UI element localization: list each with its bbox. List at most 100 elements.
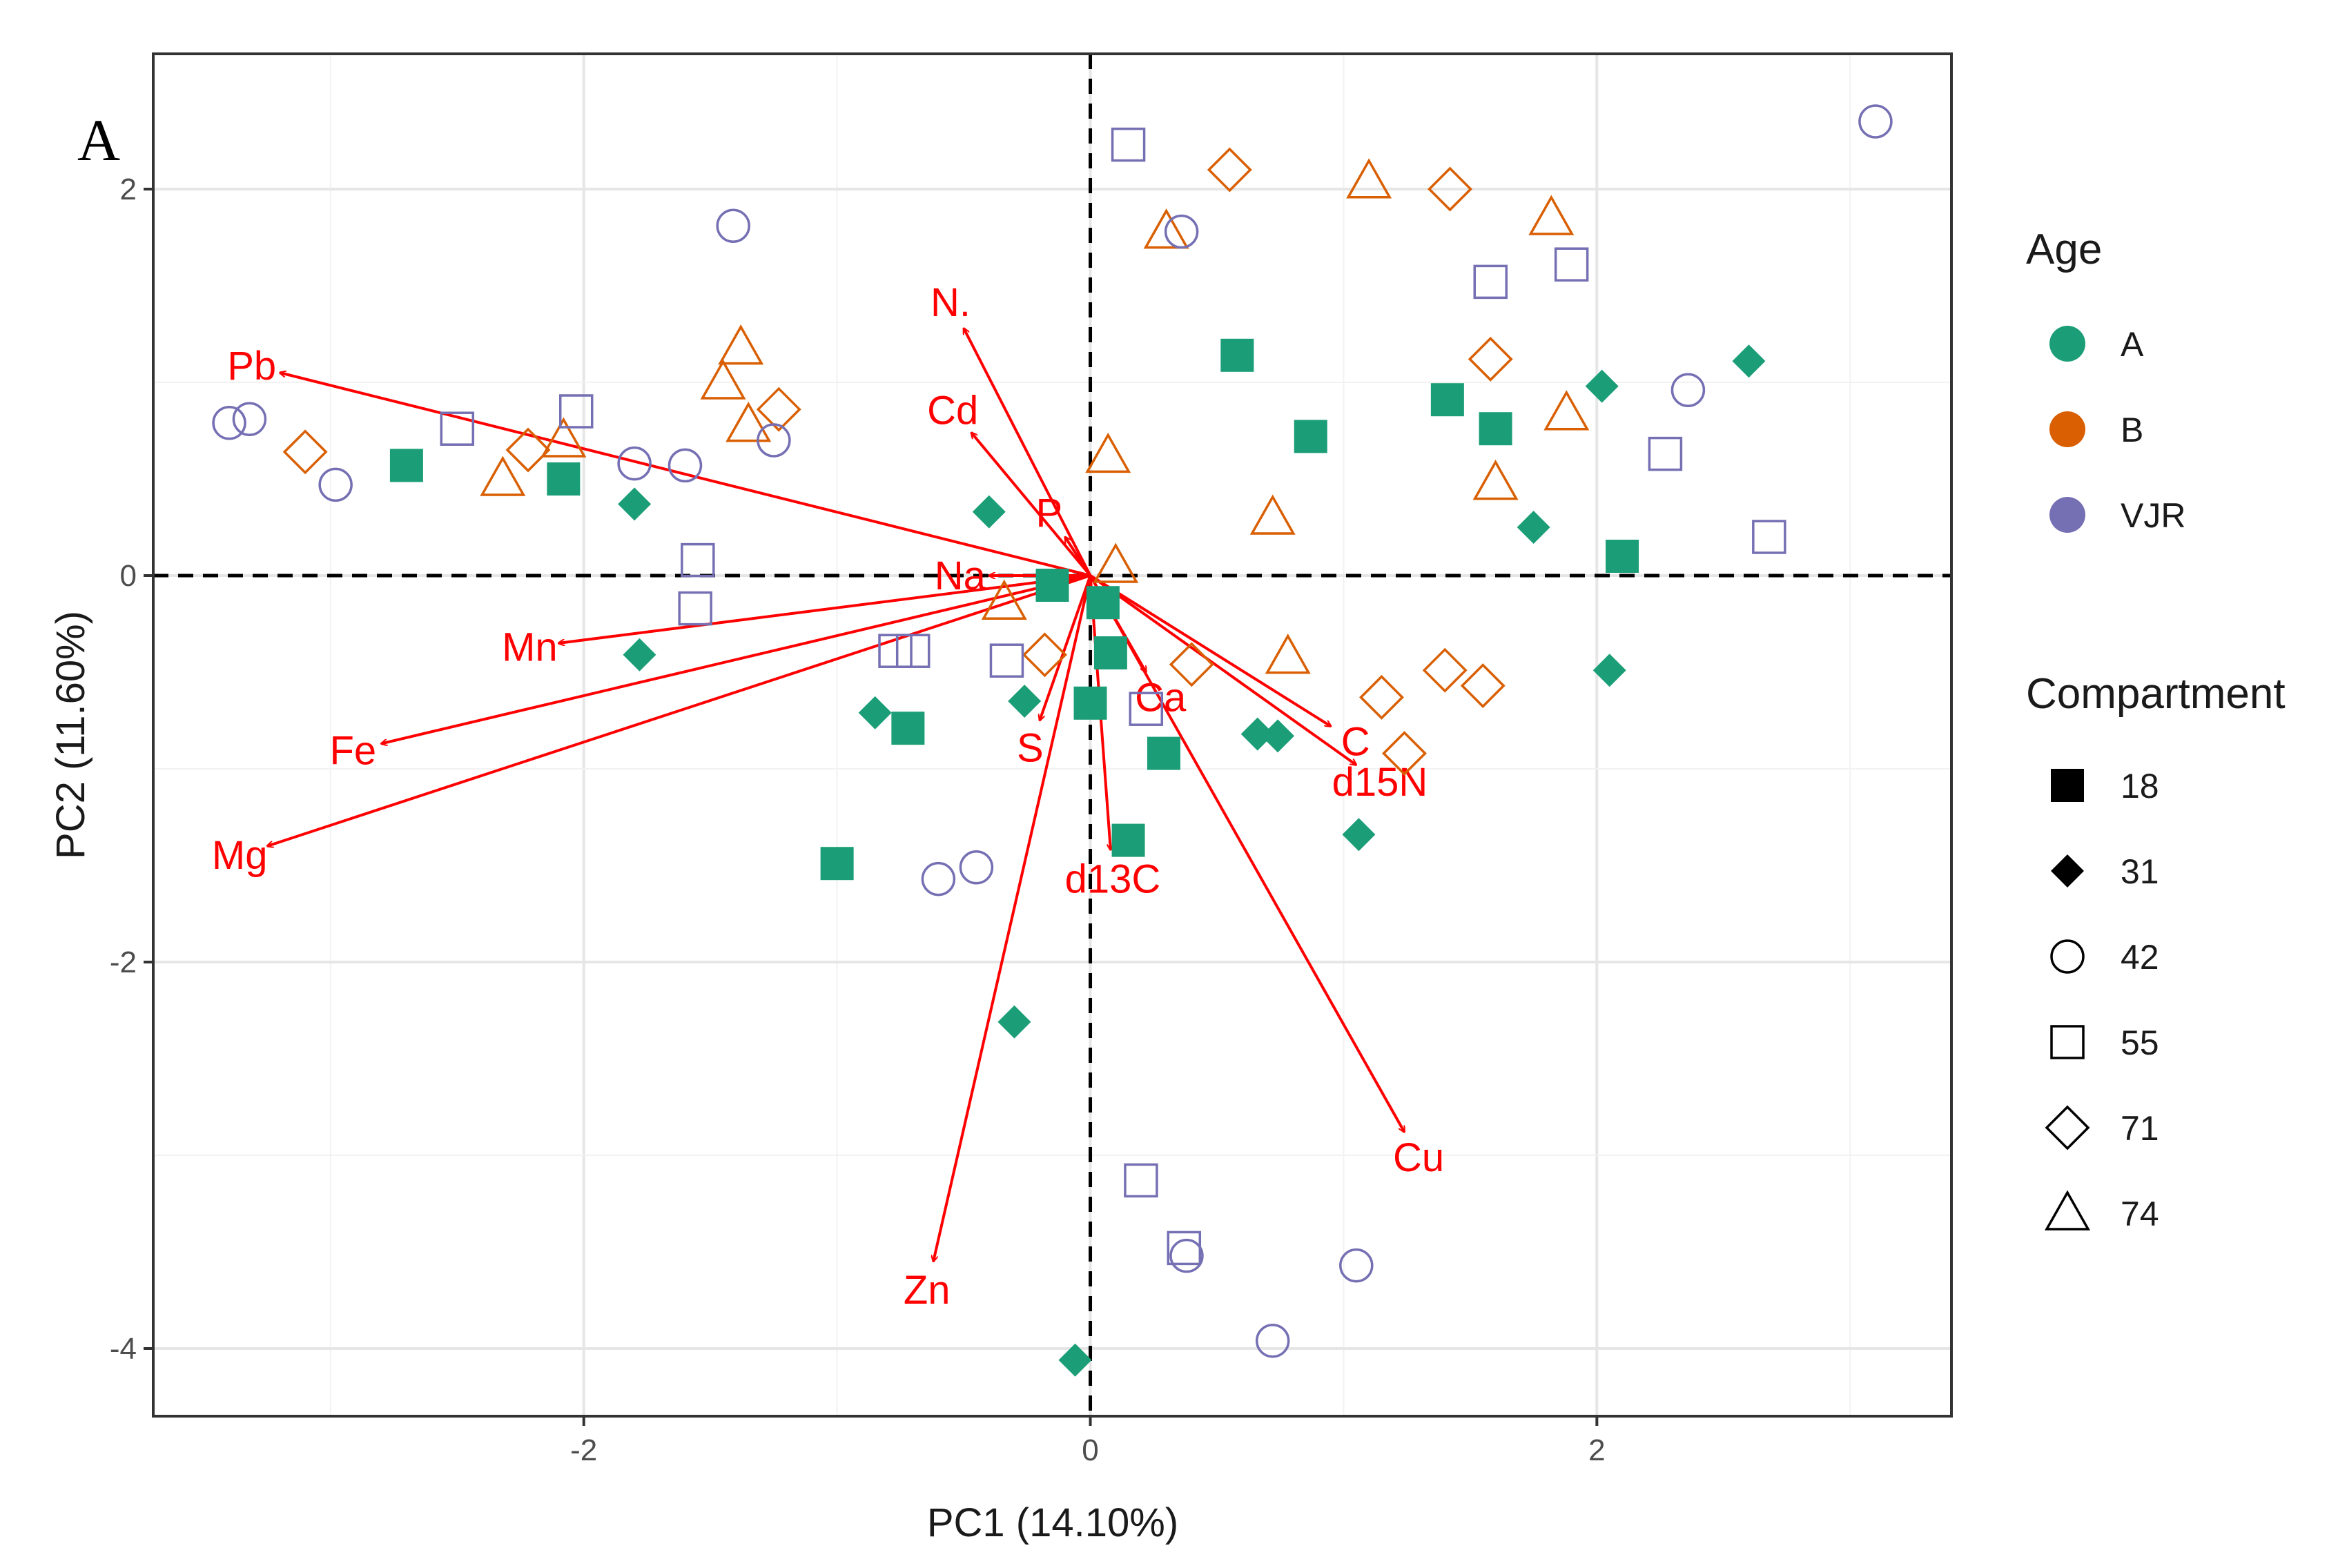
point-b-74: [1528, 195, 1575, 235]
vector-label-Mg: Mg: [212, 833, 268, 878]
point-b-71: [1468, 336, 1513, 382]
y-tick-label: 0: [120, 559, 137, 593]
plot-border: [152, 52, 1953, 1418]
vector-label-S: S: [1017, 726, 1044, 771]
vector-Zn: [933, 575, 1092, 1262]
point-b-71: [505, 427, 551, 473]
point-b-71: [1382, 731, 1427, 776]
legend-compartment-label-55: 55: [2121, 1023, 2159, 1062]
point-vjr-42: [1164, 214, 1199, 249]
point-b-71: [1207, 147, 1252, 193]
data-points: [212, 104, 1893, 1377]
point-a-31: [1732, 344, 1766, 378]
legend-compartment-items: 18 31 42 55 71 74: [2044, 767, 2159, 1233]
vector-label-Na: Na: [935, 553, 986, 598]
point-b-74: [718, 324, 764, 365]
point-b-74: [1346, 158, 1392, 199]
point-a-18: [547, 462, 581, 496]
point-vjr-55: [558, 394, 594, 429]
point-a-18: [1035, 569, 1069, 602]
point-a-18: [1111, 823, 1145, 857]
point-vjr-55: [1554, 247, 1589, 282]
point-b-71: [1358, 674, 1404, 720]
y-tick-label: -2: [110, 945, 137, 979]
legend-age-key-a: [2049, 326, 2085, 362]
vector-label-P: P: [1035, 491, 1062, 536]
point-vjr-42: [757, 423, 791, 458]
point-a-31: [1008, 685, 1042, 718]
point-vjr-55: [878, 634, 913, 668]
point-vjr-55: [440, 411, 475, 446]
point-vjr-55: [678, 591, 712, 626]
point-vjr-42: [1169, 1238, 1204, 1273]
y-axis-title: PC2 (11.60%): [48, 611, 93, 859]
vector-Fe: [381, 574, 1091, 744]
vector-label-d13C: d13C: [1065, 856, 1161, 901]
point-a-18: [1086, 586, 1120, 620]
point-b-71: [1460, 663, 1506, 709]
point-vjr-42: [921, 861, 956, 896]
point-vjr-55: [681, 542, 715, 578]
plot-background: [153, 54, 1951, 1416]
legend-compartment-label-42: 42: [2121, 938, 2159, 977]
point-vjr-55: [1473, 264, 1508, 300]
x-tick-label: 0: [1082, 1433, 1098, 1467]
point-b-74: [981, 579, 1027, 620]
legend-age-label-vjr: VJR: [2121, 496, 2185, 535]
legend: Age Compartment A B VJR 18 31 42 55 71 74: [2026, 226, 2286, 1233]
legend-compartment-label-74: 74: [2121, 1195, 2159, 1233]
vector-Cd: [971, 433, 1092, 577]
point-b-74: [1265, 634, 1311, 674]
point-a-18: [1093, 636, 1127, 669]
point-a-31: [1342, 818, 1376, 852]
point-a-18: [389, 449, 423, 482]
point-a-18: [891, 712, 925, 745]
point-b-74: [1472, 460, 1519, 500]
point-vjr-55: [1111, 127, 1146, 162]
point-a-31: [1585, 369, 1619, 403]
vector-label-N: N.: [931, 280, 971, 325]
point-a-31: [997, 1005, 1031, 1039]
legend-age-label-b: B: [2121, 411, 2143, 449]
point-a-31: [618, 487, 652, 521]
point-vjr-42: [232, 402, 267, 436]
legend-compartment-key-31: [2051, 854, 2084, 888]
legend-age-items: A B VJR: [2049, 325, 2185, 535]
point-vjr-42: [716, 208, 750, 243]
point-vjr-55: [1129, 692, 1164, 726]
point-a-31: [1592, 654, 1626, 687]
point-a-31: [858, 696, 892, 729]
vector-label-Zn: Zn: [904, 1268, 951, 1313]
point-b-74: [725, 402, 772, 442]
vector-label-Pb: Pb: [227, 344, 276, 389]
point-a-31: [972, 495, 1006, 529]
point-vjr-55: [1167, 1231, 1202, 1266]
point-b-71: [1422, 647, 1468, 693]
point-b-74: [540, 417, 587, 458]
vector-Pb: [280, 373, 1091, 577]
point-b-74: [1143, 208, 1189, 249]
point-vjr-42: [1255, 1324, 1290, 1358]
point-a-31: [1058, 1343, 1092, 1377]
point-vjr-42: [668, 448, 703, 483]
point-vjr-42: [959, 850, 994, 885]
legend-age-key-b: [2049, 411, 2085, 447]
vector-d15N: [1089, 574, 1356, 765]
point-vjr-42: [1670, 373, 1706, 407]
point-a-18: [1479, 412, 1512, 446]
legend-compartment-label-71: 71: [2121, 1109, 2159, 1148]
x-tick-label: 2: [1588, 1433, 1605, 1467]
point-vjr-55: [1752, 520, 1786, 554]
point-a-18: [1220, 338, 1254, 372]
legend-compartment-key-71: [2045, 1105, 2090, 1150]
point-a-31: [1240, 717, 1274, 751]
point-b-71: [282, 429, 328, 475]
point-b-74: [700, 359, 746, 400]
vector-Mg: [267, 574, 1091, 846]
legend-age-label-a: A: [2121, 325, 2144, 364]
point-vjr-42: [1339, 1248, 1374, 1283]
vector-label-Cu: Cu: [1393, 1135, 1444, 1180]
legend-age-key-vjr: [2049, 497, 2085, 533]
legend-compartment-key-42: [2050, 939, 2085, 974]
point-a-31: [623, 638, 656, 672]
